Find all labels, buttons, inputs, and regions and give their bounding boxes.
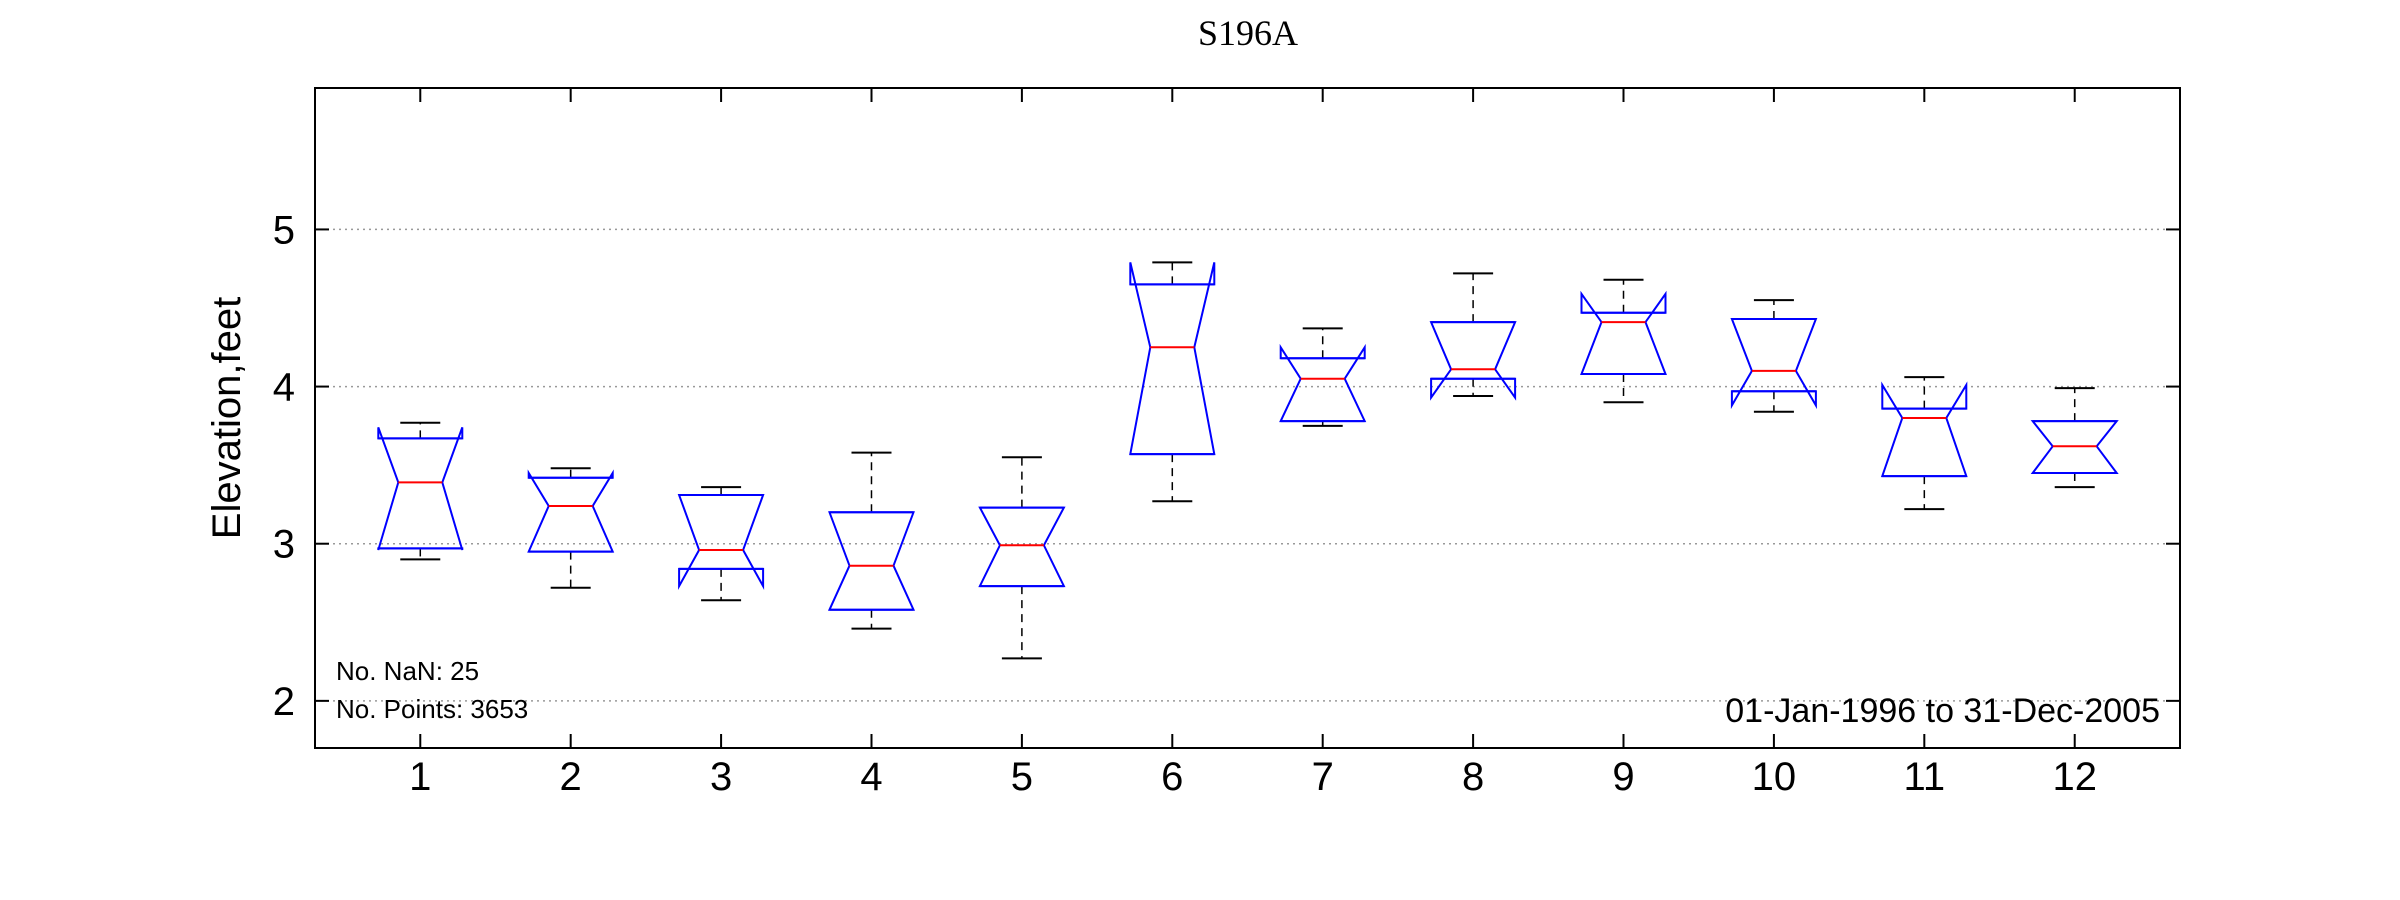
box-month-10 bbox=[1730, 299, 1818, 413]
box-month-12 bbox=[2030, 387, 2119, 489]
x-axis-ticks: 1 2 3 4 5 6 7 8 9 10 11 12 bbox=[409, 88, 2097, 799]
notched-box bbox=[978, 506, 1066, 588]
chart-title: S196A bbox=[1198, 13, 1298, 53]
box-month-3 bbox=[677, 486, 765, 602]
plot-area-frame bbox=[314, 87, 2181, 749]
x-tick-label: 6 bbox=[1161, 755, 1183, 799]
notched-box bbox=[1129, 262, 1216, 456]
x-tick-label: 9 bbox=[1612, 755, 1634, 799]
notched-box bbox=[377, 427, 464, 551]
y-tick-label: 3 bbox=[273, 523, 295, 567]
x-tick-label: 8 bbox=[1462, 755, 1484, 799]
x-tick-label: 12 bbox=[2052, 755, 2097, 799]
boxes bbox=[377, 261, 2119, 660]
y-gridlines bbox=[315, 228, 2180, 702]
nan-count-annotation: No. NaN: 25 bbox=[336, 656, 479, 686]
x-tick-label: 10 bbox=[1752, 755, 1797, 799]
notched-box bbox=[527, 469, 615, 553]
notched-box bbox=[827, 511, 916, 611]
x-tick-label: 7 bbox=[1312, 755, 1334, 799]
notched-box bbox=[677, 494, 765, 590]
points-count-annotation: No. Points: 3653 bbox=[336, 694, 528, 724]
y-axis-label: Elevation,feet bbox=[205, 297, 249, 539]
box-month-6 bbox=[1129, 261, 1216, 503]
x-tick-label: 2 bbox=[560, 755, 582, 799]
x-tick-label: 4 bbox=[860, 755, 882, 799]
box-month-2 bbox=[527, 467, 615, 589]
box-month-8 bbox=[1429, 272, 1517, 401]
box-month-4 bbox=[827, 451, 916, 630]
x-tick-label: 5 bbox=[1011, 755, 1033, 799]
y-axis-ticks: 2 3 4 5 bbox=[273, 208, 2180, 724]
x-tick-label: 3 bbox=[710, 755, 732, 799]
box-month-5 bbox=[978, 456, 1066, 660]
box-month-9 bbox=[1580, 278, 1667, 404]
y-tick-label: 5 bbox=[273, 208, 295, 252]
y-tick-label: 2 bbox=[273, 680, 295, 724]
notched-box bbox=[1880, 381, 1968, 478]
x-tick-label: 11 bbox=[1904, 755, 1946, 799]
x-tick-label: 1 bbox=[409, 755, 431, 799]
box-month-11 bbox=[1880, 376, 1968, 511]
box-month-1 bbox=[377, 421, 464, 561]
box-month-7 bbox=[1279, 327, 1367, 427]
y-tick-label: 4 bbox=[273, 366, 295, 410]
date-range-annotation: 01-Jan-1996 to 31-Dec-2005 bbox=[1725, 692, 2160, 730]
